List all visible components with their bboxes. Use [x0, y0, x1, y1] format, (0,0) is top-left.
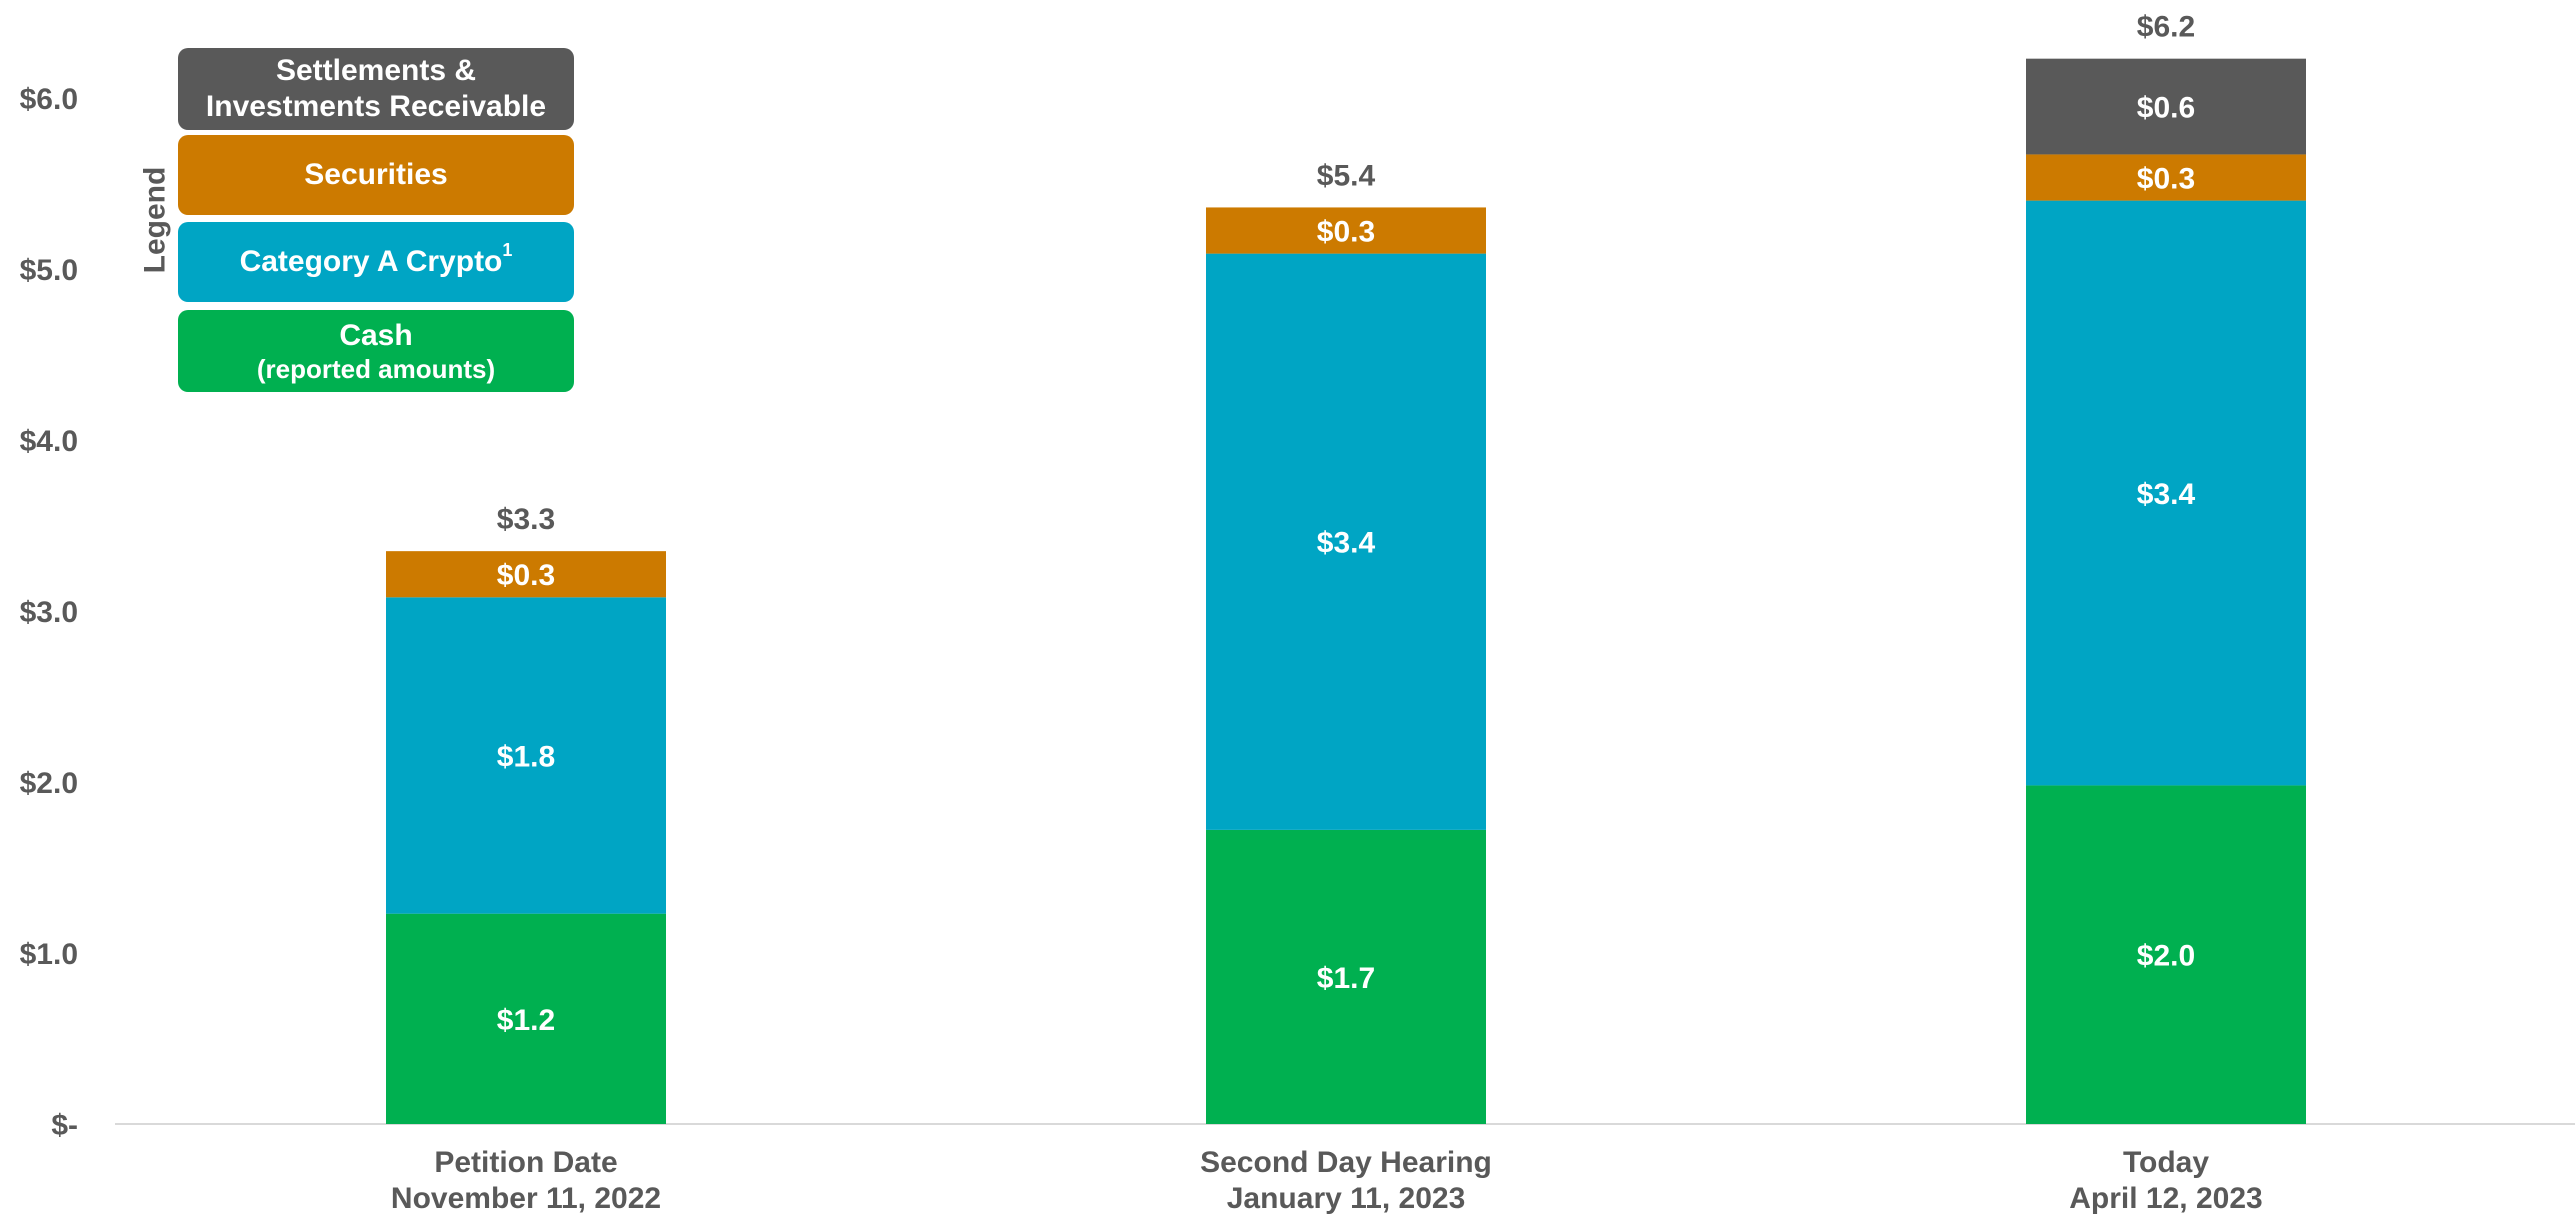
total-label: $6.2: [2137, 11, 2195, 44]
legend-item-settlements-line1: Settlements &: [275, 54, 477, 87]
legend-item-cash-line2: (reported amounts): [256, 354, 496, 384]
data-label: $0.6: [2137, 92, 2195, 125]
legend-title: Legend: [138, 166, 172, 274]
legend-item-settlements-line2: Investments Receivable: [205, 90, 547, 123]
data-label: $1.8: [497, 740, 555, 773]
data-label: $1.2: [497, 1004, 555, 1037]
bars: $1.2 $1.8 $0.3 $3.3 $1.7 $3.4 $0.3 $5.4 $2.0 $3.4…: [386, 11, 2306, 1124]
data-label: $1.7: [1317, 962, 1375, 995]
legend-item-crypto-label: Category A Crypto1: [239, 240, 513, 278]
y-tick-label: $6.0: [20, 83, 78, 116]
footnote-marker: 1: [502, 240, 513, 260]
bar-segment: [386, 597, 666, 914]
x-tick-sublabel: January 11, 2023: [1227, 1182, 1466, 1215]
data-label: $0.3: [1317, 216, 1375, 249]
data-label: $0.3: [497, 559, 555, 592]
x-tick-sublabel: November 11, 2022: [391, 1182, 661, 1215]
total-label: $5.4: [1317, 159, 1376, 192]
y-axis: $- $1.0 $2.0 $3.0 $4.0 $5.0 $6.0: [20, 83, 78, 1142]
legend-item-securities-label: Securities: [304, 158, 448, 191]
legend-item-crypto: Category A Crypto1: [178, 222, 574, 302]
y-tick-label: $-: [51, 1109, 78, 1142]
legend-item-cash-line1: Cash: [339, 319, 413, 352]
data-label: $3.4: [1317, 527, 1376, 560]
legend-item-settlements: Settlements & Investments Receivable: [178, 48, 574, 130]
y-tick-label: $5.0: [20, 254, 78, 287]
bar-segment: [2026, 200, 2306, 786]
total-label: $3.3: [497, 503, 555, 536]
x-tick-label: Today: [2123, 1146, 2209, 1179]
legend-item-securities: Securities: [178, 135, 574, 215]
bar-segment: [2026, 785, 2306, 1124]
x-tick-label: Petition Date: [434, 1146, 617, 1179]
bar-segment: [2026, 58, 2306, 155]
bar-segment: [1206, 207, 1486, 254]
y-tick-label: $2.0: [20, 767, 78, 800]
bar-segment: [386, 913, 666, 1124]
bar-segment: [386, 551, 666, 598]
y-tick-label: $4.0: [20, 425, 78, 458]
data-label: $0.3: [2137, 163, 2195, 196]
legend-item-cash: Cash (reported amounts): [178, 310, 574, 392]
bar-segment: [2026, 154, 2306, 201]
y-tick-label: $3.0: [20, 596, 78, 629]
x-tick-sublabel: April 12, 2023: [2069, 1182, 2262, 1215]
y-tick-label: $1.0: [20, 938, 78, 971]
data-label: $3.4: [2137, 478, 2196, 511]
bar-segment: [1206, 253, 1486, 830]
x-tick-label: Second Day Hearing: [1200, 1146, 1492, 1179]
data-label: $2.0: [2137, 940, 2195, 973]
bar-segment: [1206, 829, 1486, 1124]
